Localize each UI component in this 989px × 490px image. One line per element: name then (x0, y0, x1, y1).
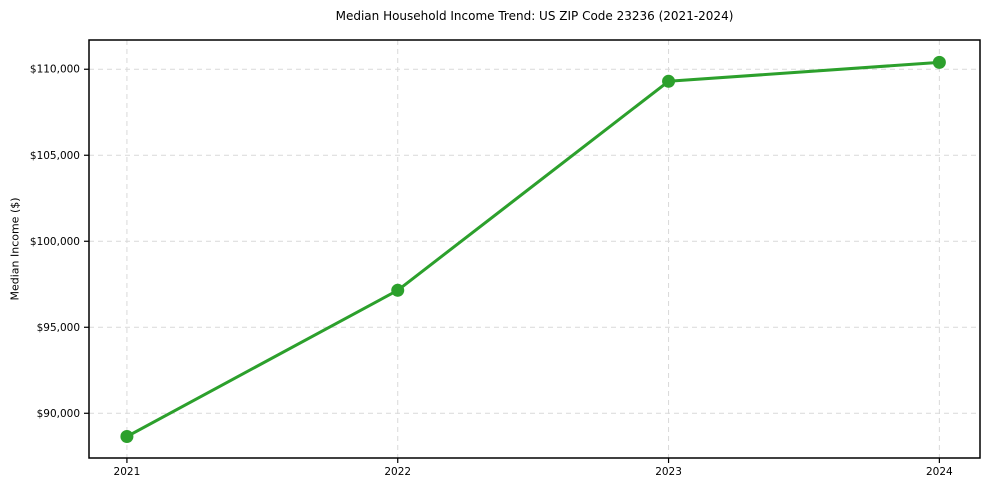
y-tick-label: $100,000 (30, 236, 80, 248)
y-tick-label: $90,000 (37, 408, 80, 420)
data-point (662, 74, 676, 88)
data-point (391, 283, 405, 297)
y-tick-label: $110,000 (30, 64, 80, 76)
y-tick-label: $95,000 (37, 322, 80, 334)
x-tick-label: 2023 (655, 466, 682, 478)
x-tick-label: 2022 (384, 466, 411, 478)
x-tick-label: 2021 (114, 466, 141, 478)
x-tick-label: 2024 (926, 466, 953, 478)
plot-border (88, 39, 981, 459)
data-point (932, 55, 946, 69)
series-line (125, 60, 941, 438)
data-point (120, 429, 134, 443)
y-tick-label: $105,000 (30, 150, 80, 162)
chart-title: Median Household Income Trend: US ZIP Co… (335, 9, 734, 23)
